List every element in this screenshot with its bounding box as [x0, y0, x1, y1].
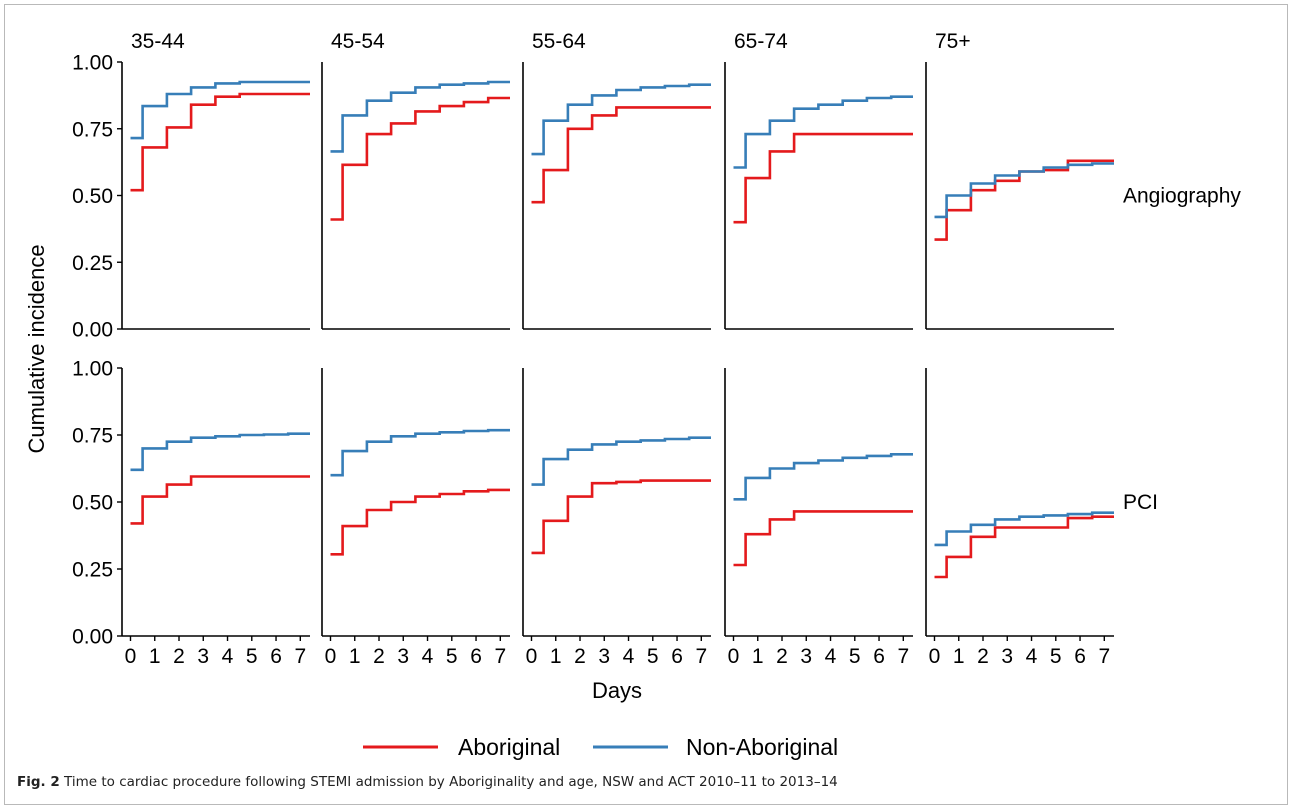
y-tick-label: 1.00: [72, 358, 113, 381]
legend-label-non-aboriginal: Non-Aboriginal: [686, 734, 838, 760]
x-tick-label: 7: [897, 645, 909, 668]
x-tick-label: 2: [977, 645, 989, 668]
x-tick-label: 2: [776, 645, 788, 668]
x-tick-label: 3: [800, 645, 812, 668]
x-tick-label: 3: [598, 645, 610, 668]
series-line-non-aboriginal: [330, 80, 510, 153]
x-tick-label: 5: [446, 645, 458, 668]
x-tick-label: 7: [294, 645, 306, 668]
x-tick-label: 6: [470, 645, 482, 668]
x-tick-label: 2: [173, 645, 185, 668]
figure-frame: [4, 4, 1288, 805]
x-tick-label: 3: [397, 645, 409, 668]
series-line-aboriginal: [330, 488, 510, 556]
age-group-label: 65-74: [734, 30, 788, 53]
series-line-aboriginal: [733, 132, 913, 224]
series-line-aboriginal: [130, 92, 310, 192]
x-tick-label: 0: [526, 645, 538, 668]
y-axis-title: Cumulative incidence: [24, 244, 49, 453]
series-line-non-aboriginal: [934, 162, 1114, 219]
series-line-aboriginal: [130, 475, 310, 525]
y-tick-label: 0.75: [72, 425, 113, 448]
x-tick-label: 7: [494, 645, 506, 668]
figure-caption: Fig. 2 Time to cardiac procedure followi…: [17, 774, 838, 790]
x-tick-label: 7: [1098, 645, 1110, 668]
x-tick-label: 5: [849, 645, 861, 668]
x-tick-label: 1: [953, 645, 965, 668]
x-tick-label: 1: [149, 645, 161, 668]
age-group-label: 75+: [935, 30, 971, 53]
x-tick-label: 2: [574, 645, 586, 668]
series-line-aboriginal: [531, 479, 711, 555]
series-line-non-aboriginal: [130, 80, 310, 140]
x-tick-label: 1: [349, 645, 361, 668]
x-tick-label: 4: [222, 645, 234, 668]
x-tick-label: 6: [1074, 645, 1086, 668]
y-tick-label: 0.25: [72, 559, 113, 582]
x-tick-label: 5: [1050, 645, 1062, 668]
age-group-label: 55-64: [532, 30, 586, 53]
series-line-non-aboriginal: [733, 95, 913, 169]
series-line-non-aboriginal: [934, 511, 1114, 547]
x-tick-label: 3: [1001, 645, 1013, 668]
y-tick-label: 1.00: [72, 52, 113, 75]
x-tick-label: 0: [728, 645, 740, 668]
x-tick-label: 1: [752, 645, 764, 668]
caption-text: Time to cardiac procedure following STEM…: [59, 774, 838, 790]
caption-label: Fig. 2: [17, 774, 60, 790]
x-tick-label: 3: [197, 645, 209, 668]
y-tick-label: 0.50: [72, 185, 113, 208]
x-tick-label: 1: [550, 645, 562, 668]
y-tick-label: 0.25: [72, 252, 113, 275]
x-tick-label: 7: [695, 645, 707, 668]
x-tick-label: 0: [125, 645, 137, 668]
series-line-non-aboriginal: [733, 453, 913, 501]
y-tick-label: 0.75: [72, 118, 113, 141]
x-tick-label: 2: [373, 645, 385, 668]
series-line-aboriginal: [330, 96, 510, 221]
legend-label-aboriginal: Aboriginal: [458, 734, 560, 760]
procedure-label: Angiography: [1123, 185, 1241, 208]
series-line-non-aboriginal: [531, 83, 711, 156]
x-tick-label: 4: [422, 645, 434, 668]
x-tick-label: 0: [929, 645, 941, 668]
x-tick-label: 5: [246, 645, 258, 668]
age-group-label: 35-44: [131, 30, 185, 53]
series-line-non-aboriginal: [531, 436, 711, 486]
x-tick-label: 4: [1026, 645, 1038, 668]
series-line-non-aboriginal: [330, 428, 510, 477]
x-tick-label: 6: [873, 645, 885, 668]
x-tick-label: 5: [647, 645, 659, 668]
procedure-label: PCI: [1123, 491, 1158, 514]
age-group-label: 45-54: [331, 30, 385, 53]
x-tick-label: 6: [671, 645, 683, 668]
series-line-aboriginal: [934, 515, 1114, 579]
y-tick-label: 0.00: [72, 626, 113, 649]
x-tick-label: 4: [825, 645, 837, 668]
series-line-non-aboriginal: [130, 432, 310, 472]
x-tick-label: 6: [270, 645, 282, 668]
y-tick-label: 0.50: [72, 492, 113, 515]
series-line-aboriginal: [531, 106, 711, 204]
x-tick-label: 0: [325, 645, 337, 668]
x-tick-label: 4: [623, 645, 635, 668]
x-axis-title: Days: [592, 678, 642, 703]
y-tick-label: 0.00: [72, 319, 113, 342]
series-line-aboriginal: [733, 510, 913, 567]
